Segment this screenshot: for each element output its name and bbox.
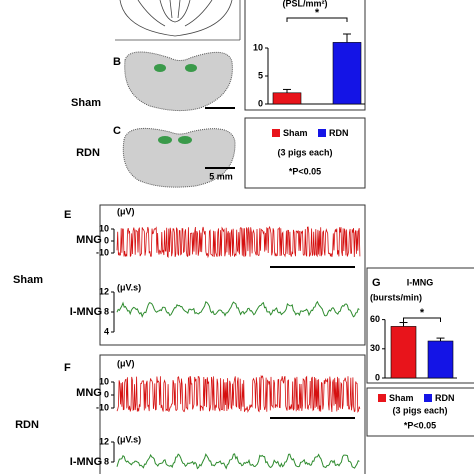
- y-tick-label: 12: [99, 286, 109, 296]
- chart-frame: [244, 0, 366, 111]
- y-tick-label: 0: [104, 389, 109, 399]
- group-label: RDN: [76, 147, 100, 159]
- chart-frame: [366, 267, 474, 384]
- y-tick-label: 8: [104, 306, 109, 316]
- panel-label: G: [372, 277, 381, 289]
- legend-frame: [366, 387, 474, 437]
- y-axis-label: (PSL/mm²): [283, 0, 328, 8]
- trace-label: I-MNG: [70, 456, 102, 468]
- imng-trace: [116, 453, 360, 470]
- unit-label: (μV): [117, 206, 135, 216]
- section-image-b: [124, 51, 235, 112]
- y-tick-label: 10: [253, 42, 263, 52]
- panel-label: C: [113, 125, 121, 137]
- trace-label: MNG: [76, 234, 102, 246]
- panel-label: B: [113, 56, 121, 68]
- significance-mark: *: [420, 307, 425, 319]
- significance-mark: *: [315, 7, 320, 19]
- y-tick-label: 12: [99, 436, 109, 446]
- y-tick-label: -10: [96, 247, 109, 257]
- legend-swatch: [424, 394, 432, 402]
- y-tick-label: -10: [96, 402, 109, 412]
- y-tick-label: 60: [370, 314, 380, 324]
- chart-title: I-MNG: [407, 277, 434, 287]
- unit-label: (μV.s): [117, 434, 141, 444]
- y-tick-label: 0: [258, 98, 263, 108]
- y-tick-label: 8: [104, 456, 109, 466]
- significance-note: *P<0.05: [404, 420, 436, 430]
- trace-label: MNG: [76, 387, 102, 399]
- y-tick-label: 30: [370, 343, 380, 353]
- group-label: Sham: [13, 274, 43, 286]
- unit-label: (μV): [117, 358, 135, 368]
- y-tick-label: 4: [104, 326, 109, 336]
- y-tick-label: 5: [258, 70, 263, 80]
- bar: [332, 42, 362, 105]
- unit-label: (μV.s): [117, 282, 141, 292]
- atlas-drawing: [115, 0, 241, 41]
- group-label: Sham: [71, 97, 101, 109]
- scale-label: 5 mm: [209, 171, 233, 181]
- legend-label: RDN: [329, 128, 349, 138]
- y-tick-label: 10: [99, 223, 109, 233]
- panel-label: F: [64, 362, 71, 374]
- legend-label: RDN: [435, 393, 455, 403]
- panel-f-frame: [99, 354, 366, 474]
- legend-frame: [244, 117, 366, 189]
- y-tick-label: 10: [99, 376, 109, 386]
- significance-bracket: [403, 317, 441, 322]
- mng-trace: [116, 374, 361, 413]
- panel-label: E: [64, 209, 71, 221]
- significance-note: *P<0.05: [289, 166, 321, 176]
- legend-note: (3 pigs each): [392, 405, 447, 415]
- panel-e-frame: [99, 204, 366, 346]
- mng-trace: [116, 225, 361, 259]
- y-tick-label: 0: [104, 235, 109, 245]
- section-image-c: [122, 127, 236, 188]
- y-tick-label: 0: [375, 372, 380, 382]
- legend-label: Sham: [389, 393, 414, 403]
- legend-label: Sham: [283, 128, 308, 138]
- legend-swatch: [318, 129, 326, 137]
- imng-trace: [116, 300, 360, 318]
- legend-swatch: [378, 394, 386, 402]
- bar: [390, 326, 417, 379]
- legend-swatch: [272, 129, 280, 137]
- legend-note: (3 pigs each): [277, 147, 332, 157]
- trace-label: I-MNG: [70, 306, 102, 318]
- group-label: RDN: [15, 419, 39, 431]
- y-axis-label: (bursts/min): [370, 292, 422, 302]
- significance-bracket: [286, 17, 348, 22]
- bar: [427, 340, 454, 379]
- bar: [272, 92, 302, 105]
